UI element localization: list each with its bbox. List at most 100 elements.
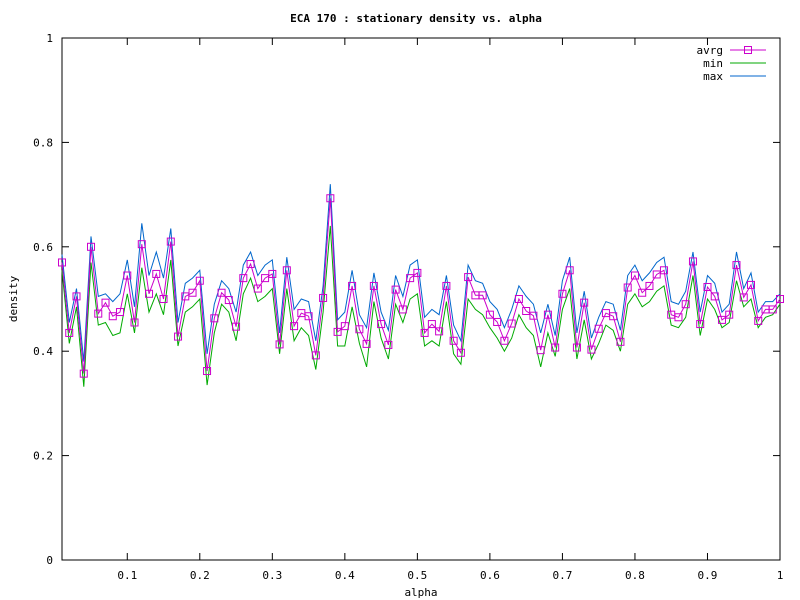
data-point-avrg — [239, 274, 248, 283]
data-point-avrg — [108, 312, 117, 321]
data-point-avrg — [65, 328, 74, 337]
chart-title: ECA 170 : stationary density vs. alpha — [290, 12, 542, 25]
y-tick-label: 0.6 — [33, 241, 53, 254]
data-point-avrg — [340, 322, 349, 331]
data-point-avrg — [362, 339, 371, 348]
data-point-avrg — [123, 271, 132, 280]
y-axis: 0 0.2 0.4 0.6 0.8 1 — [33, 32, 780, 567]
x-tick-label: 0.1 — [117, 569, 137, 582]
data-point-avrg — [580, 298, 589, 307]
data-point-avrg — [275, 340, 284, 349]
data-point-avrg — [79, 369, 88, 378]
data-point-avrg — [696, 320, 705, 329]
data-point-avrg — [174, 332, 183, 341]
data-point-avrg — [609, 312, 618, 321]
data-point-avrg — [623, 283, 632, 292]
data-point-avrg — [159, 295, 168, 303]
data-point-avrg — [529, 311, 538, 320]
data-point-avrg — [464, 273, 473, 282]
data-point-avrg — [304, 312, 313, 321]
data-point-avrg — [290, 322, 299, 331]
data-point-avrg — [130, 318, 139, 327]
x-tick-label: 0.6 — [480, 569, 500, 582]
data-point-avrg — [681, 300, 690, 309]
data-point-avrg — [137, 240, 146, 249]
data-point-avrg — [268, 269, 277, 278]
data-point-avrg — [188, 288, 197, 297]
data-point-avrg — [652, 270, 661, 279]
data-point-avrg — [449, 336, 458, 345]
data-point-avrg — [391, 285, 400, 294]
x-axis: 0.1 0.2 0.3 0.4 0.5 0.6 0.7 0.8 0.9 1 — [117, 38, 783, 582]
legend-label-max: max — [703, 70, 723, 83]
data-point-avrg — [674, 313, 683, 322]
data-point-avrg — [572, 343, 581, 352]
data-point-avrg — [253, 284, 262, 293]
series-layer — [58, 184, 784, 387]
data-point-avrg — [710, 292, 719, 301]
data-point-avrg — [630, 271, 639, 280]
data-point-avrg — [703, 282, 712, 291]
data-point-avrg — [725, 310, 734, 319]
data-point-avrg — [326, 194, 335, 203]
data-point-avrg — [232, 322, 241, 331]
data-point-avrg — [594, 324, 603, 333]
data-point-avrg — [638, 288, 647, 297]
data-point-avrg — [311, 351, 320, 360]
data-point-avrg — [319, 293, 328, 302]
data-point-avrg — [210, 314, 219, 323]
data-point-avrg — [522, 307, 531, 316]
data-point-avrg — [384, 340, 393, 349]
legend-marker-avrg — [744, 46, 752, 54]
data-point-avrg — [398, 305, 407, 314]
data-point-avrg — [406, 274, 415, 283]
data-point-avrg — [261, 274, 270, 283]
y-tick-label: 0.2 — [33, 450, 53, 463]
data-point-avrg — [478, 291, 487, 300]
x-tick-label: 0.5 — [407, 569, 427, 582]
y-tick-label: 0 — [46, 554, 53, 567]
data-point-avrg — [507, 319, 516, 328]
data-point-avrg — [152, 269, 161, 278]
data-point-avrg — [536, 346, 545, 355]
x-axis-label: alpha — [404, 586, 437, 599]
data-point-avrg — [732, 261, 741, 270]
data-point-avrg — [420, 328, 429, 337]
data-point-avrg — [776, 295, 784, 303]
data-point-avrg — [58, 258, 66, 267]
data-point-avrg — [493, 317, 502, 326]
data-point-avrg — [427, 320, 436, 329]
data-point-avrg — [739, 293, 748, 302]
data-point-avrg — [442, 281, 451, 290]
data-point-avrg — [348, 281, 357, 290]
data-point-avrg — [145, 289, 154, 298]
data-point-avrg — [217, 288, 226, 297]
x-tick-label: 0.4 — [335, 569, 355, 582]
legend-label-avrg: avrg — [697, 44, 724, 57]
data-point-avrg — [94, 309, 103, 318]
data-point-avrg — [377, 320, 386, 329]
data-point-avrg — [435, 327, 444, 336]
data-point-avrg — [369, 281, 378, 290]
data-point-avrg — [87, 242, 96, 251]
data-point-avrg — [485, 310, 494, 319]
data-point-avrg — [456, 348, 465, 357]
legend-label-min: min — [703, 57, 723, 70]
data-point-avrg — [746, 280, 755, 289]
data-point-avrg — [333, 327, 342, 336]
x-tick-label: 0.9 — [698, 569, 718, 582]
data-point-avrg — [565, 266, 574, 275]
y-axis-label: density — [7, 275, 20, 322]
data-point-avrg — [282, 266, 291, 275]
y-tick-label: 0.4 — [33, 345, 53, 358]
series-line-max — [61, 184, 781, 362]
data-point-avrg — [246, 260, 255, 269]
x-tick-label: 0.8 — [625, 569, 645, 582]
data-point-avrg — [587, 345, 596, 354]
data-point-avrg — [224, 296, 233, 305]
data-point-avrg — [500, 336, 509, 345]
x-tick-label: 0.7 — [552, 569, 572, 582]
data-point-avrg — [72, 292, 81, 301]
data-point-avrg — [543, 310, 552, 319]
